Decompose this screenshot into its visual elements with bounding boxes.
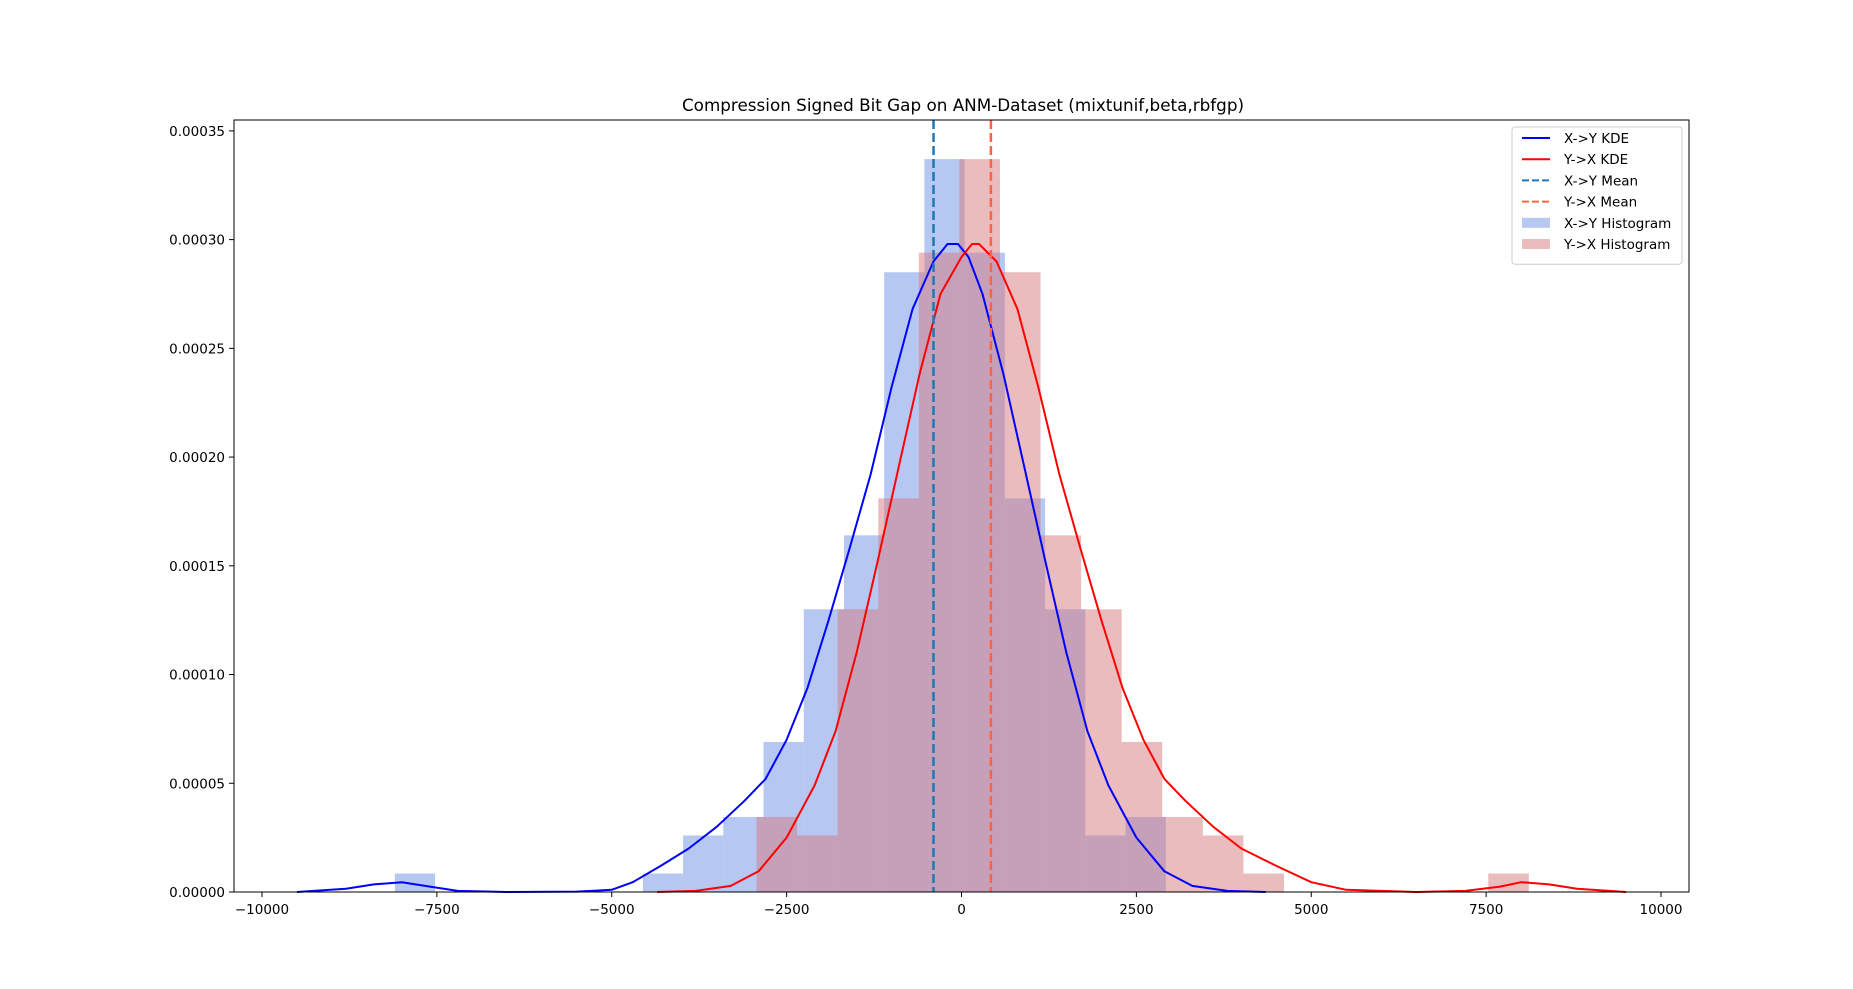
histogram-bar: [918, 252, 960, 893]
histogram-bar: [1040, 535, 1082, 892]
histogram-bar: [1243, 873, 1284, 892]
y-tick-label: 0.00010: [169, 668, 225, 684]
histogram-bar: [878, 498, 919, 892]
legend-entry: Y->X Mean: [1522, 195, 1637, 211]
legend-label: Y->X Mean: [1563, 195, 1637, 211]
histogram-bar: [1121, 741, 1163, 892]
histogram-1: [756, 159, 1529, 893]
legend-entry: Y->X KDE: [1522, 152, 1628, 168]
legend-label: X->Y KDE: [1564, 131, 1629, 147]
legend-label: Y->X KDE: [1563, 152, 1628, 168]
legend-entry: X->Y Mean: [1522, 173, 1638, 189]
y-tick-label: 0.00030: [169, 233, 225, 249]
legend-label: Y->X Histogram: [1563, 237, 1670, 253]
histogram-bar: [999, 272, 1041, 892]
x-tick-label: 7500: [1469, 902, 1503, 918]
y-tick-label: 0.00020: [169, 450, 225, 466]
legend-entry: X->Y KDE: [1522, 131, 1629, 147]
histogram-bar: [837, 609, 879, 892]
legend-label: X->Y Mean: [1564, 173, 1638, 189]
axes: −10000 −7500 −5000 −2500 0 2500 5000 7500 10000 0…: [169, 119, 1690, 918]
y-tick-label: 0.00035: [169, 124, 225, 140]
legend-swatch: [1522, 239, 1550, 249]
chart-title: Compression Signed Bit Gap on ANM-Datase…: [682, 95, 1244, 115]
histogram-bar: [394, 873, 436, 892]
y-tick-label: 0.00015: [169, 559, 225, 575]
histogram-bar: [1162, 816, 1203, 892]
y-tick-label: 0.00025: [169, 341, 225, 357]
legend-entry: X->Y Histogram: [1522, 216, 1671, 232]
x-tick-label: −7500: [414, 902, 460, 918]
legend-label: X->Y Histogram: [1564, 216, 1671, 232]
x-tick-label: 0: [957, 902, 966, 918]
legend: X->Y KDE Y->X KDE X->Y Mean Y->X Mean X->Y H…: [1511, 126, 1683, 265]
y-tick-label: 0.00005: [169, 776, 225, 792]
histogram-bar: [1081, 609, 1122, 892]
histogram-bar: [959, 159, 1000, 892]
legend-swatch: [1522, 217, 1550, 228]
histogram-bar: [642, 873, 684, 892]
legend-box: [1511, 126, 1683, 265]
x-tick-label: −10000: [235, 902, 289, 918]
x-tick-label: −2500: [764, 902, 810, 918]
legend-entry: Y->X Histogram: [1522, 237, 1670, 253]
histogram-bar: [1202, 835, 1244, 892]
histogram-bar: [683, 835, 724, 892]
histogram-bar: [797, 835, 838, 892]
x-tick-label: 10000: [1640, 902, 1683, 918]
x-tick-label: −5000: [589, 902, 635, 918]
x-tick-label: 2500: [1119, 902, 1153, 918]
y-tick-label: 0.00000: [169, 885, 225, 901]
x-tick-label: 5000: [1294, 902, 1328, 918]
